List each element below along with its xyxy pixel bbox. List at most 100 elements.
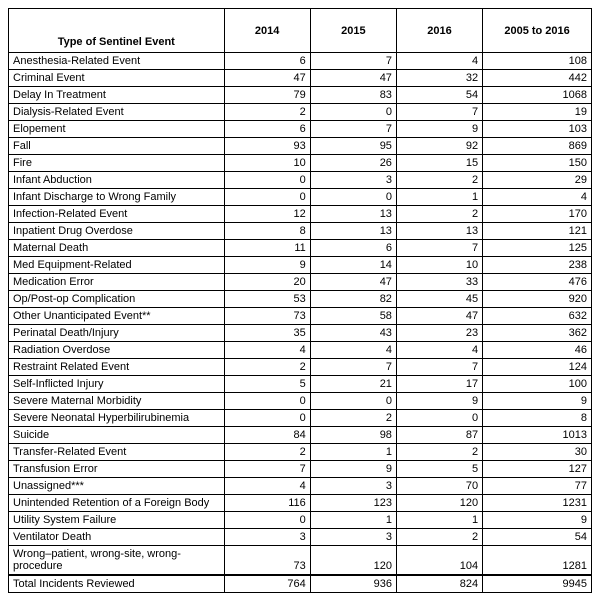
row-value: 77 (483, 478, 592, 495)
row-value: 0 (224, 172, 310, 189)
table-row: Criminal Event474732442 (9, 70, 592, 87)
table-row: Suicide8498871013 (9, 427, 592, 444)
row-value: 125 (483, 240, 592, 257)
row-label: Other Unanticipated Event** (9, 308, 225, 325)
row-value: 108 (483, 53, 592, 70)
table-row: Wrong–patient, wrong-site, wrong-procedu… (9, 546, 592, 576)
row-label: Fire (9, 155, 225, 172)
row-label: Maternal Death (9, 240, 225, 257)
row-label: Criminal Event (9, 70, 225, 87)
table-row: Severe Maternal Morbidity0099 (9, 393, 592, 410)
row-value: 4 (224, 342, 310, 359)
table-row: Elopement679103 (9, 121, 592, 138)
row-value: 0 (224, 512, 310, 529)
row-value: 869 (483, 138, 592, 155)
row-value: 20 (224, 274, 310, 291)
row-label: Fall (9, 138, 225, 155)
row-value: 8 (483, 410, 592, 427)
row-value: 29 (483, 172, 592, 189)
row-value: 4 (310, 342, 396, 359)
row-value: 19 (483, 104, 592, 121)
table-row: Fall939592869 (9, 138, 592, 155)
row-label: Restraint Related Event (9, 359, 225, 376)
table-row: Op/Post-op Complication538245920 (9, 291, 592, 308)
row-value: 362 (483, 325, 592, 342)
row-label: Op/Post-op Complication (9, 291, 225, 308)
row-label: Dialysis-Related Event (9, 104, 225, 121)
row-value: 1 (310, 444, 396, 461)
row-value: 84 (224, 427, 310, 444)
row-value: 104 (396, 546, 482, 576)
row-value: 14 (310, 257, 396, 274)
col-header-2015: 2015 (310, 9, 396, 53)
table-row: Transfusion Error795127 (9, 461, 592, 478)
totals-value: 764 (224, 575, 310, 593)
table-row: Restraint Related Event277124 (9, 359, 592, 376)
row-value: 0 (310, 104, 396, 121)
row-label: Perinatal Death/Injury (9, 325, 225, 342)
table-row: Radiation Overdose44446 (9, 342, 592, 359)
table-row: Unintended Retention of a Foreign Body11… (9, 495, 592, 512)
table-row: Anesthesia-Related Event674108 (9, 53, 592, 70)
row-value: 9 (483, 512, 592, 529)
row-value: 120 (396, 495, 482, 512)
row-value: 920 (483, 291, 592, 308)
row-value: 123 (310, 495, 396, 512)
row-value: 10 (396, 257, 482, 274)
table-body: Anesthesia-Related Event674108Criminal E… (9, 53, 592, 593)
row-label: Transfer-Related Event (9, 444, 225, 461)
col-header-2016: 2016 (396, 9, 482, 53)
row-value: 7 (396, 240, 482, 257)
row-label: Infection-Related Event (9, 206, 225, 223)
row-label: Unintended Retention of a Foreign Body (9, 495, 225, 512)
totals-row: Total Incidents Reviewed7649368249945 (9, 575, 592, 593)
row-label: Radiation Overdose (9, 342, 225, 359)
row-value: 82 (310, 291, 396, 308)
row-value: 54 (483, 529, 592, 546)
row-value: 10 (224, 155, 310, 172)
table-row: Dialysis-Related Event20719 (9, 104, 592, 121)
table-row: Delay In Treatment7983541068 (9, 87, 592, 104)
row-value: 5 (396, 461, 482, 478)
totals-value: 824 (396, 575, 482, 593)
row-value: 3 (224, 529, 310, 546)
row-value: 0 (224, 393, 310, 410)
row-value: 1 (396, 512, 482, 529)
row-value: 2 (224, 444, 310, 461)
table-row: Transfer-Related Event21230 (9, 444, 592, 461)
row-value: 442 (483, 70, 592, 87)
row-value: 121 (483, 223, 592, 240)
row-value: 2 (396, 172, 482, 189)
row-label: Severe Neonatal Hyperbilirubinemia (9, 410, 225, 427)
row-value: 13 (310, 206, 396, 223)
table-row: Ventilator Death33254 (9, 529, 592, 546)
row-value: 1281 (483, 546, 592, 576)
row-value: 70 (396, 478, 482, 495)
row-value: 98 (310, 427, 396, 444)
row-value: 0 (310, 189, 396, 206)
row-value: 47 (310, 274, 396, 291)
table-row: Severe Neonatal Hyperbilirubinemia0208 (9, 410, 592, 427)
table-row: Other Unanticipated Event**735847632 (9, 308, 592, 325)
row-label: Infant Abduction (9, 172, 225, 189)
row-value: 116 (224, 495, 310, 512)
row-value: 7 (310, 121, 396, 138)
row-value: 6 (310, 240, 396, 257)
totals-value: 936 (310, 575, 396, 593)
row-value: 32 (396, 70, 482, 87)
row-value: 170 (483, 206, 592, 223)
row-value: 0 (224, 410, 310, 427)
row-label: Self-Inflicted Injury (9, 376, 225, 393)
row-value: 26 (310, 155, 396, 172)
row-label: Utility System Failure (9, 512, 225, 529)
row-value: 6 (224, 121, 310, 138)
row-value: 12 (224, 206, 310, 223)
row-value: 0 (396, 410, 482, 427)
table-row: Utility System Failure0119 (9, 512, 592, 529)
row-value: 58 (310, 308, 396, 325)
row-value: 3 (310, 529, 396, 546)
row-value: 93 (224, 138, 310, 155)
table-row: Infant Abduction03229 (9, 172, 592, 189)
row-value: 33 (396, 274, 482, 291)
row-value: 54 (396, 87, 482, 104)
